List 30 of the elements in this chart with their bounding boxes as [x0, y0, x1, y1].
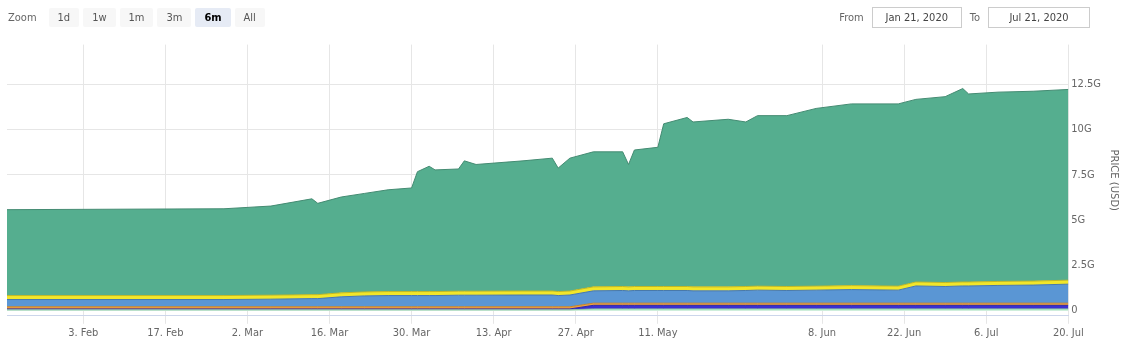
x-tick-label: 6. Jul	[973, 326, 999, 340]
y-axis-title: PRICE (USD)	[1109, 149, 1121, 212]
text: 6m	[195, 8, 231, 27]
y-tick-label: 2.5G	[1071, 258, 1095, 272]
x-tick-label: 16. Mar	[310, 326, 350, 340]
text: Jul 21, 2020	[988, 7, 1090, 28]
x-tick-label: 20. Jul	[1052, 326, 1084, 340]
x-tick-label: 8. Jun	[808, 326, 837, 340]
x-tick-label: 11. May	[638, 326, 678, 340]
text: 3m	[157, 8, 192, 27]
text: 1d	[48, 8, 80, 27]
x-tick-label: 22. Jun	[886, 326, 922, 340]
text: 1m	[119, 8, 154, 27]
y-tick-label: 7.5G	[1071, 167, 1095, 181]
x-tick-label: 2. Mar	[231, 326, 264, 340]
y-tick-label: 12.5G	[1071, 77, 1102, 91]
x-tick-label: 27. Apr	[557, 326, 595, 340]
x-tick-label: 17. Feb	[147, 326, 184, 340]
text: To	[969, 11, 980, 24]
y-tick-label: 5G	[1071, 212, 1086, 226]
text: From	[839, 11, 864, 24]
text: Jan 21, 2020	[871, 7, 962, 28]
text: All	[234, 8, 265, 27]
x-tick-label: 3. Feb	[68, 326, 99, 340]
x-tick-label: 13. Apr	[475, 326, 513, 340]
y-tick-label: 0	[1071, 303, 1078, 317]
text: 1w	[83, 8, 116, 27]
y-tick-label: 10G	[1071, 122, 1092, 136]
text: Zoom	[8, 11, 37, 24]
x-tick-label: 30. Mar	[392, 326, 432, 340]
